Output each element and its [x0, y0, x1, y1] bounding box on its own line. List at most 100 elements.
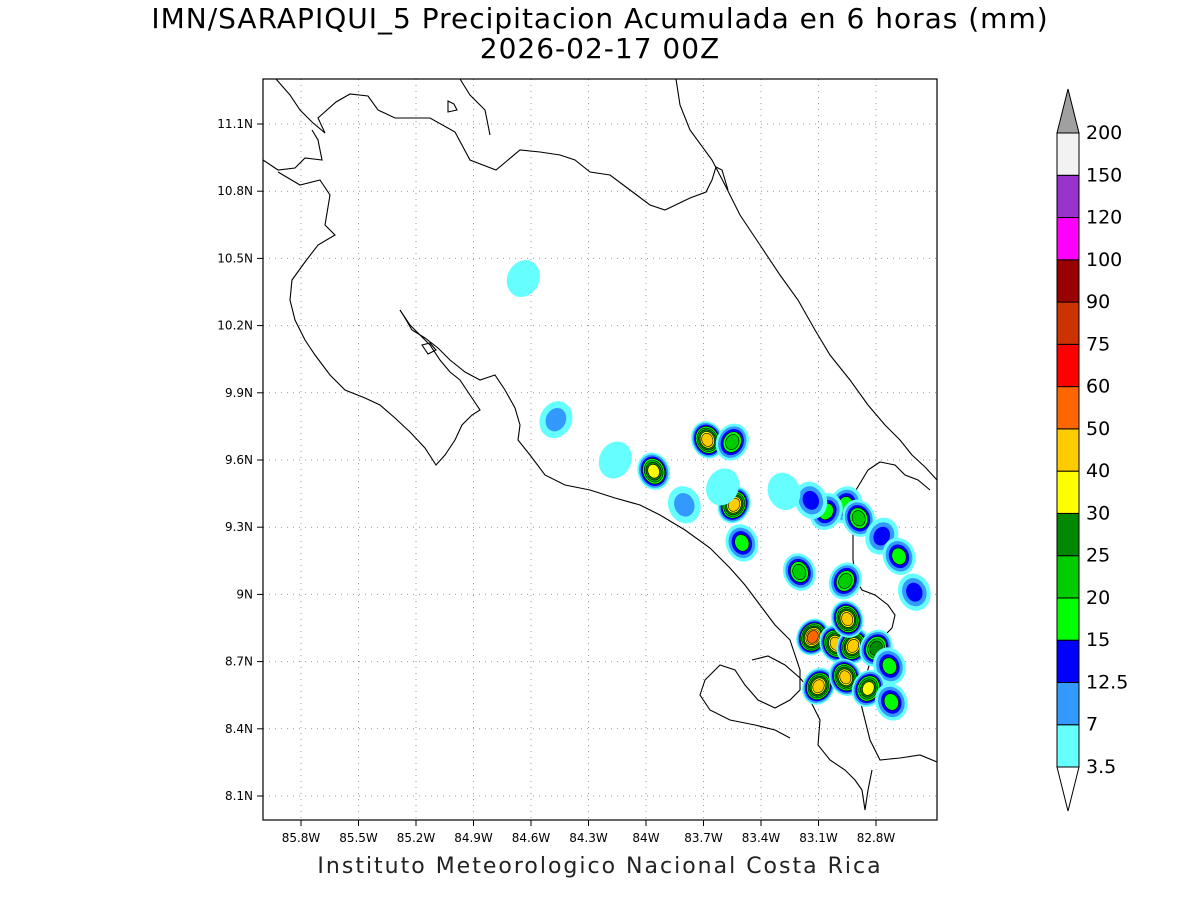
lat-tick-label: 8.4N: [225, 722, 253, 736]
lon-tick-label: 85.5W: [339, 831, 378, 845]
precip-cell: [801, 667, 836, 705]
colorbar-swatch: [1056, 512, 1080, 557]
precip-cell: [782, 553, 816, 591]
precip-cell: [715, 423, 749, 461]
precip-contour-level: [841, 612, 854, 626]
colorbar-swatch: [1056, 470, 1080, 514]
colorbar-level-label: 200: [1086, 122, 1122, 144]
lon-tick-label: 83.1W: [799, 831, 838, 845]
lat-tick-label: 9.6N: [225, 453, 253, 467]
precip-contour-level: [839, 670, 852, 685]
precip-cell: [667, 486, 701, 524]
map-frame: [262, 78, 938, 821]
lat-tick-label: 9.3N: [225, 520, 253, 534]
precip-contour-level: [883, 693, 899, 711]
colorbar-level-label: 30: [1086, 502, 1110, 524]
colorbar-min-arrow: [1056, 766, 1080, 812]
axis-ticks: 85.8W 85.5W 85.2W 84.9W 84.6W 84.3W 84W 83.7W 83…: [217, 117, 895, 845]
precip-cell: [796, 618, 830, 656]
precip-contour-level: [701, 432, 714, 447]
precip-cell: [598, 441, 632, 479]
precip-contour-level: [545, 408, 567, 432]
lon-tick-label: 83.7W: [684, 831, 723, 845]
colorbar-level-label: 100: [1086, 249, 1122, 271]
precip-cell: [842, 499, 876, 537]
colorbar-max-arrow: [1056, 88, 1080, 134]
lat-lon-grid: [263, 79, 937, 820]
lon-tick-label: 85.8W: [282, 831, 321, 845]
colorbar-level-label: 7: [1086, 714, 1098, 736]
colorbar-level-label: 150: [1086, 164, 1122, 186]
precip-contour-level: [706, 468, 740, 506]
precip-cell: [828, 562, 862, 600]
colorbar-swatch: [1056, 681, 1080, 726]
lon-tick-label: 83.4W: [742, 831, 781, 845]
precip-contour-level: [906, 582, 923, 602]
colorbar-level-label: 50: [1086, 418, 1110, 440]
lat-tick-label: 10.8N: [217, 184, 253, 198]
precip-contour-level: [802, 490, 820, 510]
lat-tick-label: 8.7N: [225, 655, 253, 669]
lon-tick-label: 84W: [632, 831, 659, 845]
precip-contour-level: [725, 434, 740, 450]
colorbar-level-label: 20: [1086, 587, 1110, 609]
precip-contour-level: [851, 510, 866, 527]
precip-cell: [794, 481, 828, 519]
precip-contour-level: [838, 573, 853, 589]
colorbar-swatch: [1056, 724, 1080, 768]
precip-cell: [882, 537, 916, 575]
precip-contour-level: [806, 630, 819, 644]
lon-tick-label: 82.8W: [857, 831, 896, 845]
precip-cell: [539, 401, 573, 439]
colorbar-swatch: [1056, 259, 1080, 303]
precip-contour-level: [598, 441, 632, 479]
lon-tick-label: 84.3W: [569, 831, 608, 845]
coastline-borders: [263, 79, 937, 811]
footer-credit: Instituto Meteorologico Nacional Costa R…: [317, 854, 883, 879]
precip-contour-level: [792, 564, 807, 580]
colorbar-level-label: 75: [1086, 333, 1110, 355]
chart-subtitle-date: 2026-02-17 00Z: [479, 32, 721, 65]
precip-contour-level: [812, 679, 825, 694]
precip-contour-level: [846, 639, 860, 653]
colorbar-level-label: 12.5: [1086, 671, 1128, 693]
colorbar-swatch: [1056, 386, 1080, 430]
precipitation-contours: [506, 260, 931, 721]
precip-cell: [767, 472, 801, 511]
lat-tick-label: 9N: [236, 587, 253, 601]
colorbar-swatch: [1056, 639, 1080, 683]
lat-tick-label: 11.1N: [217, 117, 253, 131]
lon-tick-label: 84.6W: [512, 831, 551, 845]
lat-tick-label: 9.9N: [225, 386, 253, 400]
precip-cell: [830, 600, 864, 638]
precip-contour-level: [873, 526, 891, 546]
colorbar-legend: 3.5 7 12.5 15 20 25 30 40 50 60 75 90 100 120 150 200: [1056, 88, 1128, 812]
precip-contour-level: [674, 493, 695, 517]
colorbar-level-label: 3.5: [1086, 756, 1116, 778]
lon-tick-label: 85.2W: [397, 831, 436, 845]
colorbar-level-label: 40: [1086, 460, 1110, 482]
lat-tick-label: 10.5N: [217, 251, 253, 265]
precip-contour-level: [862, 681, 875, 696]
lat-tick-label: 10.2N: [217, 319, 253, 333]
precip-cell: [690, 421, 724, 459]
colorbar-level-label: 90: [1086, 291, 1110, 313]
colorbar-level-label: 120: [1086, 207, 1122, 229]
precip-cell: [706, 468, 740, 506]
precip-contour-level: [734, 534, 750, 552]
colorbar-swatch: [1056, 301, 1080, 345]
precip-contour-level: [881, 657, 897, 675]
chart-title: IMN/SARAPIQUI_5 Precipitacion Acumulada …: [151, 2, 1049, 35]
precip-contour-level: [767, 472, 801, 511]
colorbar-swatch: [1056, 597, 1080, 641]
precip-cell: [725, 524, 759, 562]
colorbar-swatch: [1056, 343, 1080, 388]
colorbar-swatch: [1056, 217, 1080, 261]
lon-tick-label: 84.9W: [454, 831, 493, 845]
colorbar-level-label: 60: [1086, 376, 1110, 398]
lat-tick-label: 8.1N: [225, 789, 253, 803]
precip-contour-level: [891, 547, 907, 565]
precip-cell: [506, 260, 540, 298]
colorbar-level-label: 25: [1086, 545, 1110, 567]
